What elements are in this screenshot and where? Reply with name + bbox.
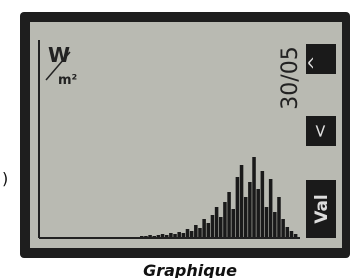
button-up-label: ^: [305, 55, 326, 70]
graph-bar: [140, 236, 144, 237]
graph-bar: [223, 202, 227, 237]
graph-bar: [286, 227, 290, 237]
graph-bar: [198, 228, 202, 237]
graph-bar: [265, 207, 269, 237]
graph-bar: [248, 182, 252, 237]
graph-bar: [186, 229, 190, 237]
graph-bar: [294, 234, 298, 237]
graph-bar: [290, 231, 294, 237]
graph-bar: [273, 212, 277, 237]
button-val-label: Val: [312, 194, 332, 224]
graph-bar: [152, 236, 156, 237]
graph-bar: [269, 179, 273, 237]
graph-bar: [202, 219, 206, 237]
graph-bar: [281, 219, 285, 237]
edge-text: ): [2, 169, 8, 188]
graph-bar: [236, 177, 240, 237]
caption: Graphique: [143, 261, 237, 278]
graph-bar: [173, 234, 177, 237]
graph-bar: [144, 236, 148, 237]
graph-bar: [219, 217, 223, 237]
graph-bar: [157, 235, 161, 237]
screenshot: W m² 30/05 ^ < Val ) Graphique: [0, 0, 356, 278]
date-label: 30/05: [278, 46, 303, 109]
graph-bar: [227, 192, 231, 237]
button-down-label: <: [310, 123, 331, 138]
graph-bar: [261, 171, 265, 237]
graph-bar: [252, 157, 256, 237]
graph-bar: [277, 197, 281, 237]
unit-bottom: m²: [58, 73, 77, 88]
graph-bar: [244, 197, 248, 237]
graph-bar: [169, 233, 173, 237]
graph-bar: [182, 233, 186, 237]
graph-bar: [148, 235, 152, 237]
graph-bar: [190, 231, 194, 237]
graph-bar: [177, 232, 181, 237]
graph-bar: [215, 207, 219, 237]
graph-bar: [194, 225, 198, 237]
graph-bar: [207, 223, 211, 237]
graph-bar: [231, 209, 235, 237]
page: {"screen": {"unit_top": "W", "unit_botto…: [0, 0, 356, 278]
graph-bar: [256, 189, 260, 237]
graph-bar: [165, 235, 169, 237]
graph-bar: [211, 215, 215, 237]
graph-bar: [161, 234, 165, 237]
graph-bar: [240, 165, 244, 237]
